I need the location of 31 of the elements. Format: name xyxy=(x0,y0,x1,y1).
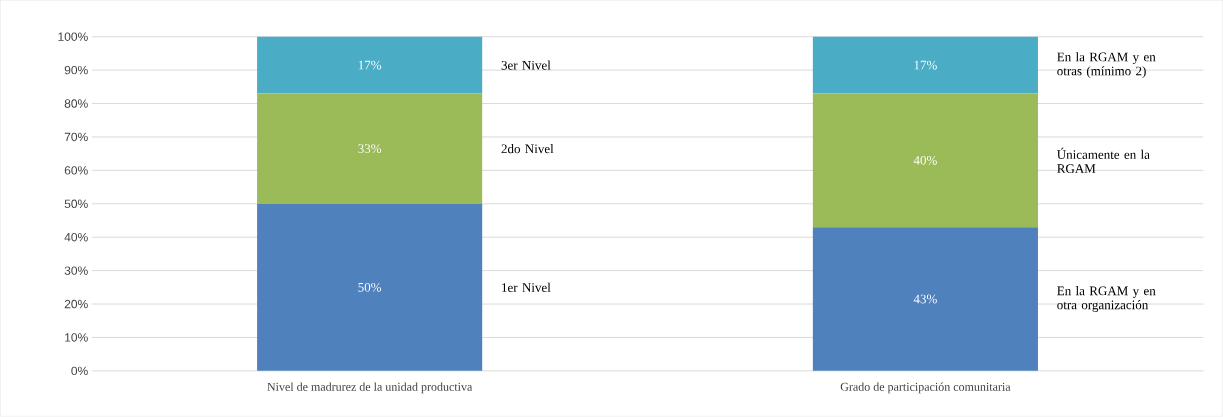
data-label: 50% xyxy=(358,283,382,292)
annotation: En la RGAM y en otras (mínimo 2) xyxy=(1057,52,1156,79)
bar xyxy=(257,93,483,204)
y-tick-label: 90% xyxy=(64,66,88,75)
x-tick-label: Grado de participación comunitaria xyxy=(840,382,1011,394)
data-label: 40% xyxy=(913,156,937,165)
bar xyxy=(257,203,483,372)
y-tick-label: 40% xyxy=(64,233,88,242)
y-tick-label: 20% xyxy=(64,300,88,309)
bar xyxy=(812,93,1038,228)
bar xyxy=(812,227,1038,372)
bar xyxy=(812,36,1038,94)
data-label: 43% xyxy=(913,294,937,304)
y-tick-label: 30% xyxy=(64,266,88,276)
y-tick-label: 80% xyxy=(64,99,88,108)
y-tick-label: 50% xyxy=(64,199,88,209)
y-tick-label: 60% xyxy=(64,166,88,175)
annotation: 1er Nivel xyxy=(502,282,551,293)
data-label: 33% xyxy=(358,144,382,154)
annotation: 2do Nivel xyxy=(501,144,554,154)
bar xyxy=(257,36,483,94)
y-tick-label: 100% xyxy=(58,32,88,42)
y-tick-label: 70% xyxy=(64,132,88,142)
annotation: En la RGAM y en otra organización xyxy=(1057,286,1156,313)
data-label: 17% xyxy=(914,60,937,70)
annotation: 3er Nivel xyxy=(501,60,551,70)
y-tick-label: 10% xyxy=(65,333,88,342)
annotation: Únicamente en la RGAM xyxy=(1057,147,1150,174)
data-label: 17% xyxy=(358,60,382,70)
y-tick-label: 0% xyxy=(71,366,88,376)
x-tick-label: Nivel de madrurez de la unidad productiva xyxy=(267,382,473,394)
